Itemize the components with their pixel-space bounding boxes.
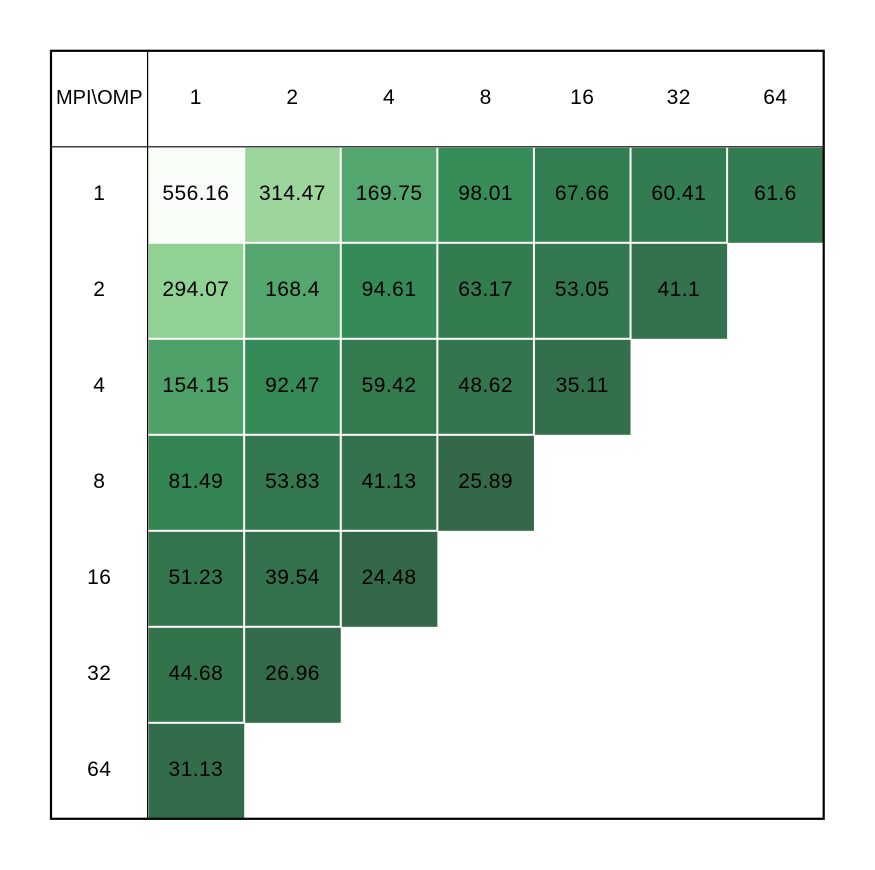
svg-text:41.1: 41.1: [657, 278, 700, 301]
svg-text:16: 16: [87, 566, 111, 589]
svg-text:32: 32: [667, 86, 691, 109]
svg-text:59.42: 59.42: [362, 374, 417, 397]
svg-text:16: 16: [570, 86, 594, 109]
svg-text:92.47: 92.47: [265, 374, 320, 397]
svg-text:1: 1: [190, 86, 202, 109]
svg-text:67.66: 67.66: [555, 182, 610, 205]
svg-text:2: 2: [286, 86, 298, 109]
svg-text:44.68: 44.68: [168, 662, 223, 685]
svg-text:24.48: 24.48: [362, 566, 417, 589]
svg-text:8: 8: [93, 470, 105, 493]
svg-text:64: 64: [87, 758, 111, 781]
svg-text:4: 4: [383, 86, 395, 109]
svg-text:26.96: 26.96: [265, 662, 320, 685]
svg-text:39.54: 39.54: [265, 566, 320, 589]
svg-text:32: 32: [87, 662, 111, 685]
svg-text:169.75: 169.75: [356, 182, 423, 205]
svg-text:63.17: 63.17: [458, 278, 513, 301]
svg-text:94.61: 94.61: [362, 278, 417, 301]
svg-text:314.47: 314.47: [259, 182, 326, 205]
svg-text:25.89: 25.89: [458, 470, 513, 493]
svg-text:4: 4: [93, 374, 105, 397]
svg-text:2: 2: [93, 278, 105, 301]
svg-text:48.62: 48.62: [458, 374, 513, 397]
svg-text:8: 8: [480, 86, 492, 109]
svg-text:MPI\OMP: MPI\OMP: [56, 87, 143, 109]
svg-text:53.83: 53.83: [265, 470, 320, 493]
svg-text:294.07: 294.07: [162, 278, 229, 301]
svg-text:98.01: 98.01: [458, 182, 513, 205]
svg-text:154.15: 154.15: [162, 374, 229, 397]
svg-text:81.49: 81.49: [168, 470, 223, 493]
svg-text:31.13: 31.13: [168, 758, 223, 781]
svg-text:556.16: 556.16: [162, 182, 229, 205]
svg-text:1: 1: [93, 182, 105, 205]
svg-text:35.11: 35.11: [556, 374, 609, 397]
svg-text:64: 64: [763, 86, 787, 109]
svg-text:61.6: 61.6: [754, 182, 797, 205]
svg-text:53.05: 53.05: [555, 278, 610, 301]
svg-text:168.4: 168.4: [265, 278, 320, 301]
svg-text:51.23: 51.23: [168, 566, 223, 589]
svg-text:60.41: 60.41: [651, 182, 706, 205]
svg-text:41.13: 41.13: [362, 470, 417, 493]
